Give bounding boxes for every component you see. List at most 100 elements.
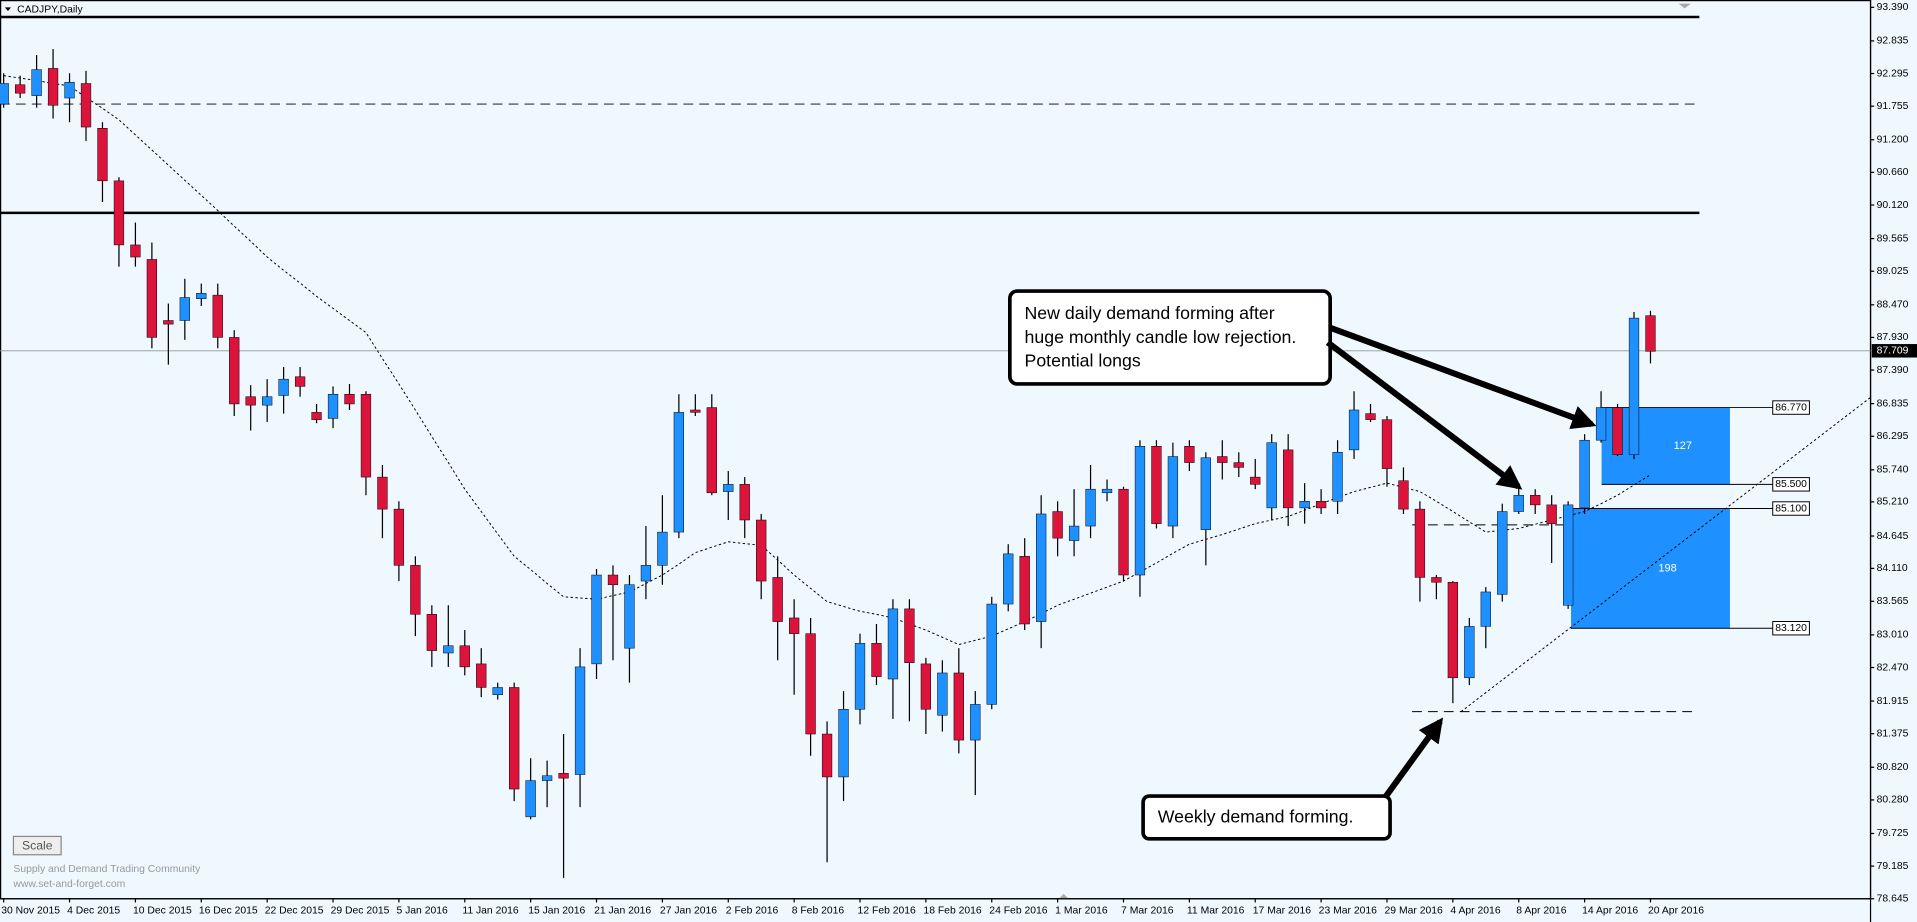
y-tick-label: 81.915 [1877, 696, 1909, 707]
y-tick-label: 85.740 [1877, 465, 1909, 476]
candle-body [64, 82, 75, 99]
zone-price-box [1772, 621, 1810, 636]
scroll-marker [1058, 893, 1069, 899]
x-tick-label: 4 Dec 2015 [67, 906, 120, 917]
candle-body [1217, 456, 1228, 463]
y-tick-label: 87.930 [1877, 332, 1909, 343]
candle-body [130, 244, 141, 258]
demand-zone [1571, 508, 1730, 629]
candle-body [393, 508, 405, 566]
candle-body [1019, 556, 1030, 625]
x-tick-label: 23 Mar 2016 [1319, 906, 1377, 917]
candle-body [212, 294, 223, 338]
y-tick-label: 86.295 [1877, 431, 1909, 442]
y-tick-label: 83.565 [1877, 596, 1909, 607]
y-tick-label: 92.835 [1877, 36, 1909, 47]
x-tick-label: 11 Jan 2016 [462, 906, 519, 917]
candle-body [1480, 591, 1491, 627]
candle-body [97, 128, 108, 182]
y-tick-label: 80.820 [1877, 762, 1909, 773]
candle-body [690, 409, 701, 413]
candle-body [887, 608, 899, 680]
x-tick-label: 10 Dec 2015 [133, 906, 192, 917]
y-tick-label: 93.390 [1877, 2, 1909, 13]
candle-body [1315, 501, 1327, 509]
zone-price-label: 85.500 [1775, 479, 1807, 490]
y-tick-label: 81.375 [1877, 728, 1909, 739]
x-tick-label: 20 Apr 2016 [1648, 906, 1704, 917]
candle-body [360, 394, 372, 478]
candle-body [854, 643, 866, 710]
candle-body [607, 574, 619, 585]
candle-body [1118, 488, 1129, 576]
y-tick-label: 79.185 [1877, 861, 1909, 872]
scale-button[interactable]: Scale [12, 835, 62, 856]
scale-button-label[interactable]: Scale [22, 838, 53, 852]
candle-body [657, 531, 668, 566]
zone-label: 198 [1658, 562, 1676, 574]
candle-body [986, 603, 997, 705]
candle-body [706, 407, 717, 494]
arrow [1325, 339, 1523, 490]
y-tick-label: 89.565 [1877, 233, 1909, 244]
candle-body [1398, 480, 1409, 510]
candle-body [344, 394, 355, 405]
callout-text: Weekly demand forming. [1158, 807, 1354, 827]
candle-body [591, 574, 602, 665]
scale-button-box[interactable] [12, 835, 62, 856]
candle-body [1299, 501, 1310, 509]
callout-box [1008, 289, 1332, 386]
candle-body [1101, 488, 1113, 494]
current-price-box [1871, 344, 1917, 358]
candle-body [278, 378, 289, 396]
candle-body [1348, 409, 1360, 451]
candle-body [1233, 462, 1244, 468]
candle-body [1036, 513, 1047, 622]
callout-box [1141, 794, 1392, 841]
candle-body [443, 645, 454, 654]
x-tick-label: 11 Mar 2016 [1187, 906, 1245, 917]
candle-body [1283, 449, 1294, 509]
y-tick-label: 86.835 [1877, 398, 1909, 409]
callout-text: Potential longs [1025, 351, 1141, 371]
candle-body [1151, 446, 1162, 524]
candle-body [146, 259, 158, 338]
candle-body [294, 376, 306, 387]
zone-price-label: 85.100 [1775, 503, 1807, 514]
candle-body [0, 83, 9, 105]
zone-price-label: 86.770 [1775, 402, 1807, 413]
x-tick-label: 17 Mar 2016 [1253, 906, 1311, 917]
x-tick-label: 29 Dec 2015 [331, 906, 390, 917]
candle-body [937, 672, 948, 716]
candle-body [377, 476, 388, 510]
x-tick-label: 4 Apr 2016 [1450, 906, 1500, 917]
y-tick-label: 85.210 [1877, 497, 1909, 508]
x-tick-label: 18 Feb 2016 [923, 906, 981, 917]
candle-body [1052, 511, 1063, 539]
x-tick-label: 1 Mar 2016 [1055, 906, 1108, 917]
candle-body [805, 633, 816, 735]
y-tick-label: 90.120 [1877, 200, 1909, 211]
candle-body [327, 394, 339, 419]
candle-body [1546, 504, 1557, 524]
y-tick-label: 88.470 [1877, 300, 1909, 311]
candle-body [229, 337, 240, 405]
candle-body [640, 565, 652, 582]
candle-body [574, 666, 586, 775]
candle-body [1134, 446, 1146, 576]
zone-price-box [1772, 477, 1810, 492]
candle-body [953, 672, 964, 741]
arrow [1329, 324, 1597, 430]
candle-body [1447, 582, 1458, 679]
candle-body [410, 565, 421, 615]
watermark: www.set-and-forget.com [12, 879, 125, 890]
candle-body [1497, 511, 1508, 595]
y-tick-label: 91.755 [1877, 101, 1909, 112]
x-tick-label: 27 Jan 2016 [660, 906, 717, 917]
candle-body [47, 68, 59, 106]
candle-body [1068, 525, 1080, 541]
candle-body [426, 614, 437, 651]
candle-body [1513, 494, 1524, 512]
